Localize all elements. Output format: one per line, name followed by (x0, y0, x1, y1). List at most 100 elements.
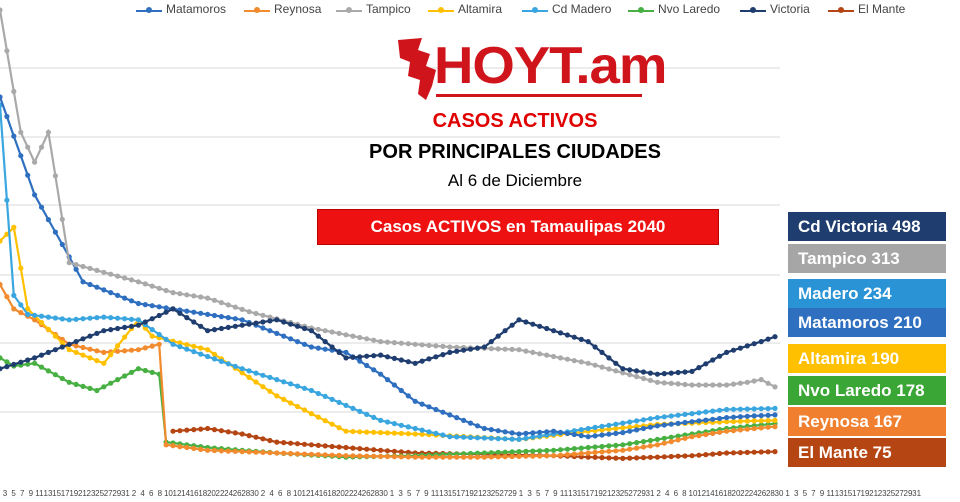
data-point (426, 356, 432, 362)
data-point (737, 380, 744, 386)
data-point (467, 454, 474, 460)
data-point (537, 448, 543, 454)
data-point (737, 345, 744, 351)
data-point (689, 453, 695, 459)
data-point (322, 328, 328, 334)
data-point (315, 333, 321, 339)
legend-marker (438, 7, 444, 13)
data-point (724, 415, 730, 421)
x-tick-label: 9 (820, 489, 825, 498)
data-point (211, 356, 218, 362)
x-tick-label: 29 (904, 489, 913, 498)
data-point (315, 326, 321, 332)
x-tick-label: 30 (250, 489, 259, 498)
data-point (73, 262, 79, 268)
x-tick-label: 23 (482, 489, 491, 498)
data-point (530, 321, 536, 327)
data-point (620, 370, 626, 376)
data-point (461, 347, 467, 353)
x-tick-label: 12 (697, 489, 706, 498)
data-point (246, 368, 252, 374)
x-tick-label: 15 (843, 489, 852, 498)
data-point (25, 306, 31, 312)
data-point (758, 425, 764, 431)
data-point (177, 340, 183, 346)
data-point (765, 418, 771, 424)
data-point (717, 353, 723, 359)
data-point (101, 328, 107, 334)
data-point (274, 377, 280, 383)
data-point (163, 336, 169, 342)
data-point (0, 238, 3, 244)
x-tick-label: 13 (568, 489, 577, 498)
x-tick-label: 25 (95, 489, 104, 498)
data-point (634, 445, 640, 451)
data-point (301, 341, 308, 347)
series-victoria (0, 306, 778, 377)
data-point (59, 375, 65, 382)
data-point (571, 431, 577, 438)
data-point (613, 430, 619, 436)
data-point (682, 435, 688, 441)
data-point (198, 310, 204, 316)
data-point (592, 362, 598, 368)
data-point (724, 428, 730, 434)
data-point (585, 444, 591, 451)
data-point (599, 427, 605, 433)
data-point (730, 414, 737, 420)
x-tick-label: 23 (878, 489, 887, 498)
x-tick-label: 5 (11, 489, 16, 498)
data-point (391, 382, 397, 388)
data-point (350, 354, 356, 360)
data-point (627, 424, 633, 430)
x-tick-label: 22 (216, 489, 225, 498)
x-tick-label: 21 (78, 489, 87, 498)
data-point (689, 368, 695, 374)
data-point (315, 414, 321, 420)
data-point (398, 387, 404, 394)
data-point (440, 352, 446, 358)
data-point (585, 360, 591, 366)
x-tick-label: 4 (269, 489, 274, 498)
data-point (115, 315, 121, 321)
data-point (232, 430, 238, 436)
data-point (38, 352, 45, 358)
data-point (551, 328, 557, 334)
x-tick-label: 15 (448, 489, 457, 498)
x-tick-label: 11 (560, 489, 569, 498)
x-tick-label: 8 (287, 489, 292, 498)
data-point (433, 406, 439, 413)
data-point (66, 347, 72, 353)
data-point (495, 454, 501, 460)
data-point (177, 344, 183, 350)
data-point (0, 7, 3, 13)
data-point (378, 453, 384, 459)
data-point (357, 354, 363, 360)
data-point (613, 425, 619, 432)
data-point (336, 330, 342, 336)
data-point (405, 454, 411, 460)
data-point (149, 303, 155, 309)
data-point (627, 455, 633, 461)
data-point (412, 398, 418, 404)
data-point (557, 447, 564, 453)
data-point (620, 442, 626, 448)
data-point (544, 325, 550, 332)
data-point (211, 447, 218, 454)
data-point (640, 455, 647, 461)
data-point (301, 325, 308, 332)
legend-marker (346, 7, 352, 13)
data-point (551, 447, 557, 453)
x-tick-label: 21 (869, 489, 878, 498)
data-point (101, 349, 107, 355)
data-point (495, 436, 501, 442)
data-point (246, 321, 252, 327)
hoyt-logo: HOYT.am (392, 36, 667, 106)
data-point (772, 405, 778, 411)
data-point (599, 349, 605, 355)
data-point (668, 439, 674, 445)
data-point (384, 354, 391, 360)
legend-marker (750, 7, 756, 13)
data-point (357, 358, 363, 364)
data-point (647, 443, 654, 449)
